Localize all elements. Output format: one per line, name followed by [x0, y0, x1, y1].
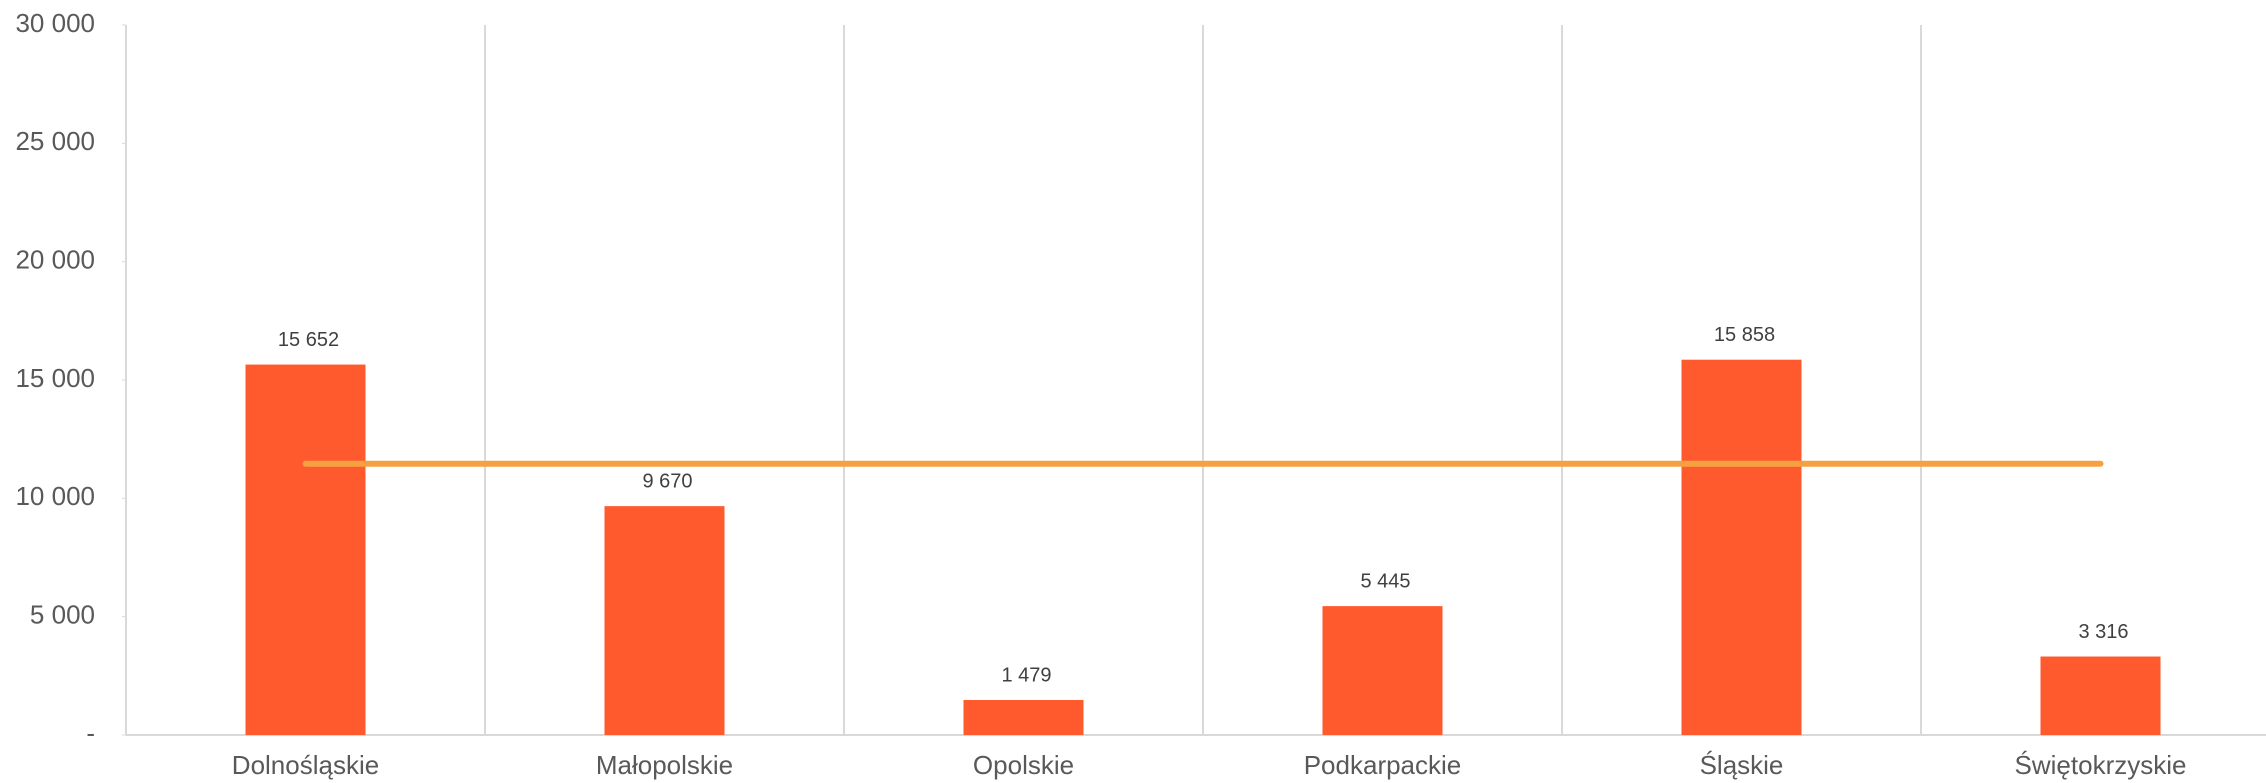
y-tick-label: 5 000: [30, 600, 95, 630]
y-tick-label: 30 000: [15, 8, 95, 38]
bar: [1322, 606, 1443, 735]
data-label: 15 858: [1714, 324, 1775, 346]
x-tick-label: Podkarpackie: [1304, 750, 1462, 780]
y-tick-label: 25 000: [15, 126, 95, 156]
x-tick-label: Opolskie: [973, 750, 1074, 780]
data-label: 15 652: [278, 329, 339, 351]
bar: [963, 699, 1084, 735]
bar: [604, 506, 725, 735]
x-tick-label: Dolnośląskie: [232, 750, 379, 780]
y-tick-label: -: [86, 718, 95, 748]
x-tick-label: Śląskie: [1700, 750, 1784, 780]
bar: [245, 364, 366, 735]
y-tick-label: 15 000: [15, 363, 95, 393]
data-label: 3 316: [2078, 621, 2128, 643]
data-label: 9 670: [642, 470, 692, 492]
y-tick-label: 10 000: [15, 481, 95, 511]
x-tick-label: Małopolskie: [596, 750, 733, 780]
y-tick-label: 20 000: [15, 245, 95, 275]
x-tick-label: Świętokrzyskie: [2015, 750, 2187, 780]
data-label: 1 479: [1001, 664, 1051, 686]
bar: [1681, 359, 1802, 735]
data-label: 5 445: [1360, 570, 1410, 592]
bar: [2040, 656, 2161, 735]
